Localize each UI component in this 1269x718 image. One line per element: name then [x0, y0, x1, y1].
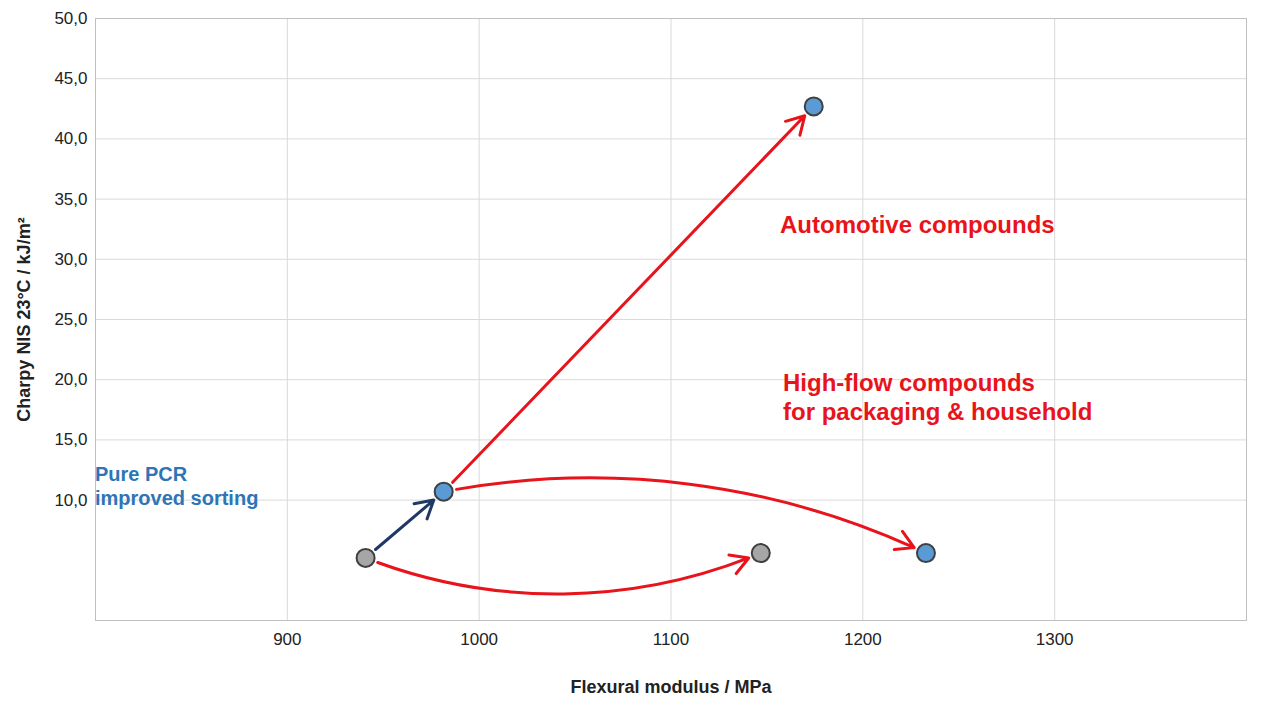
- svg-text:45,0: 45,0: [54, 69, 87, 88]
- html-text:Pure PCR improved sorting: Pure PCR improved sorting: [95, 463, 259, 509]
- svg-text:10,0: 10,0: [54, 491, 87, 510]
- html-text:High-flow compounds for packag: High-flow compounds for packaging & hous…: [783, 369, 1093, 425]
- svg-text:1300: 1300: [1036, 630, 1074, 649]
- svg-text:20,0: 20,0: [54, 370, 87, 389]
- svg-text:50,0: 50,0: [54, 9, 87, 28]
- svg-text:1200: 1200: [844, 630, 882, 649]
- svg-text:40,0: 40,0: [54, 129, 87, 148]
- svg-text:35,0: 35,0: [54, 190, 87, 209]
- svg-text:Flexural modulus / MPa: Flexural modulus / MPa: [570, 677, 772, 697]
- svg-text:1000: 1000: [460, 630, 498, 649]
- svg-text:30,0: 30,0: [54, 250, 87, 269]
- svg-text:15,0: 15,0: [54, 430, 87, 449]
- svg-text:900: 900: [273, 630, 301, 649]
- svg-text:Charpy NIS 23°C / kJ/m²: Charpy NIS 23°C / kJ/m²: [14, 217, 34, 421]
- svg-text:1100: 1100: [653, 630, 690, 649]
- html-text:Automotive compounds: Automotive compounds: [780, 211, 1055, 238]
- svg-text:25,0: 25,0: [54, 310, 87, 329]
